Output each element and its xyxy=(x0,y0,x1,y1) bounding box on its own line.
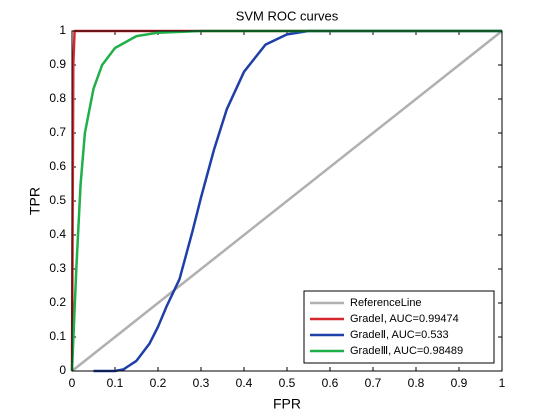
legend-label: GradeⅠ, AUC=0.99474 xyxy=(350,313,459,325)
x-tick-label: 0.1 xyxy=(107,376,124,390)
x-tick-label: 0.5 xyxy=(279,376,296,390)
chart-title: SVM ROC curves xyxy=(236,8,339,23)
plot-frame xyxy=(71,30,503,372)
x-tick-label: 0.6 xyxy=(322,376,339,390)
y-axis-label: TPR xyxy=(27,187,43,215)
x-axis-label: FPR xyxy=(273,396,301,412)
x-tick-label: 0.7 xyxy=(365,376,382,390)
y-tick-label: 1 xyxy=(59,23,66,37)
y-tick-label: 0.5 xyxy=(49,193,66,207)
y-tick-label: 0.6 xyxy=(49,159,66,173)
y-tick-label: 0.8 xyxy=(49,91,66,105)
y-tick-label: 0.7 xyxy=(49,125,66,139)
y-tick-label: 0.3 xyxy=(49,261,66,275)
series-line xyxy=(70,29,502,372)
legend-label: ReferenceLine xyxy=(350,297,422,309)
legend-label: GradeⅢ, AUC=0.98489 xyxy=(350,345,463,357)
y-tick-label: 0.1 xyxy=(49,329,66,343)
x-tick-label: 0.8 xyxy=(408,376,425,390)
x-tick-label: 0.4 xyxy=(236,376,253,390)
x-tick-label: 0.2 xyxy=(150,376,167,390)
y-tick-label: 0.9 xyxy=(49,57,66,71)
y-tick-label: 0.2 xyxy=(49,295,66,309)
y-tick-label: 0.4 xyxy=(49,227,66,241)
x-tick-label: 1 xyxy=(499,376,506,390)
series-line xyxy=(93,29,502,373)
y-tick-label: 0 xyxy=(59,363,66,377)
x-tick-label: 0.9 xyxy=(451,376,468,390)
series-line xyxy=(71,30,503,372)
x-tick-label: 0.3 xyxy=(193,376,210,390)
x-tick-label: 0 xyxy=(69,376,76,390)
legend-label: GradeⅡ, AUC=0.533 xyxy=(350,329,449,341)
